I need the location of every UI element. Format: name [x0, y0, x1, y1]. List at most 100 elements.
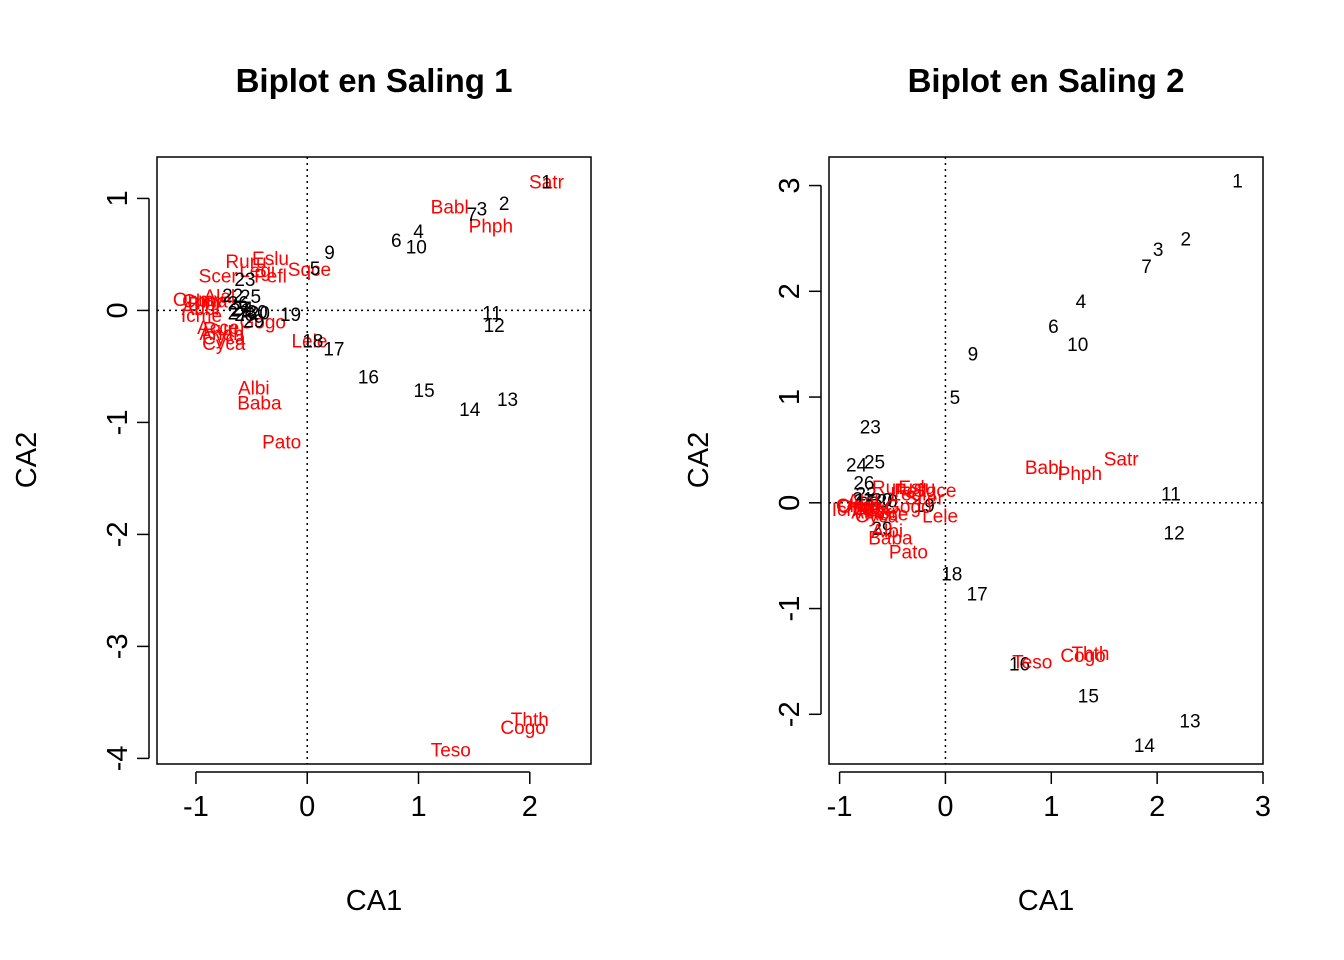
plot-title: Biplot en Saling 1 — [236, 62, 513, 99]
x-tick-label: 1 — [1043, 791, 1059, 823]
x-tick-label: 0 — [299, 791, 315, 823]
point-label: 17 — [323, 340, 344, 361]
x-tick-label: 1 — [410, 791, 426, 823]
point-label: Baba — [237, 393, 282, 414]
point-label: Babl — [1025, 458, 1063, 479]
point-label: Cyca — [202, 334, 246, 355]
point-label: 1 — [1232, 171, 1243, 192]
point-label: 4 — [413, 222, 424, 243]
point-label: Baba — [868, 529, 913, 550]
point-label: 10 — [1067, 335, 1088, 356]
y-tick-label: -2 — [102, 522, 134, 548]
point-label: 22 — [855, 484, 876, 505]
point-label: 7 — [1141, 257, 1152, 278]
y-axis: -4 -3 -2 -1 0 1 — [102, 190, 150, 772]
point-label: 5 — [950, 388, 961, 409]
point-label: 29 — [243, 312, 264, 333]
point-label: 30 — [247, 303, 268, 324]
point-label: Chna — [836, 496, 882, 517]
point-label: 27 — [228, 304, 249, 325]
y-tick-label: -3 — [102, 634, 134, 660]
point-label: 3 — [477, 200, 488, 221]
point-label: Cogo — [500, 718, 545, 739]
point-label: 2 — [1180, 229, 1191, 250]
y-tick-label: -1 — [102, 410, 134, 436]
point-label: 3 — [1153, 240, 1164, 261]
point-label: 11 — [482, 304, 502, 325]
y-tick-label: 0 — [774, 495, 806, 511]
y-tick-label: -4 — [102, 746, 134, 772]
point-label: 6 — [391, 231, 402, 252]
point-label: Satr — [1104, 449, 1140, 470]
plot-title: Biplot en Saling 2 — [908, 62, 1185, 99]
point-label: Sqce — [288, 260, 331, 281]
x-tick-label: -1 — [183, 791, 209, 823]
point-label: Lele — [922, 506, 958, 527]
y-tick-label: 3 — [774, 177, 806, 193]
y-axis-label: CA2 — [683, 432, 715, 488]
point-label: Icme — [832, 500, 873, 521]
point-label: Eslu — [898, 478, 935, 499]
point-label: Icme — [181, 306, 222, 327]
point-label: Cyca — [855, 506, 899, 527]
point-label: Scer — [905, 489, 945, 510]
point-label: 17 — [967, 585, 988, 606]
point-label: 21 — [852, 490, 873, 511]
point-label: 24 — [232, 299, 254, 320]
point-label: 11 — [1161, 484, 1181, 505]
point-label: Cyca — [202, 328, 246, 349]
point-label: Satr — [529, 173, 565, 194]
x-axis-label: CA1 — [346, 885, 402, 917]
y-tick-label: 0 — [102, 302, 134, 318]
point-label: Abbr — [181, 299, 222, 320]
point-label: 7 — [467, 205, 478, 226]
x-tick-label: -1 — [827, 791, 853, 823]
x-tick-label: 2 — [522, 791, 538, 823]
point-label: 14 — [1134, 736, 1156, 757]
point-label: 30 — [871, 491, 892, 512]
point-label: 23 — [234, 270, 255, 291]
x-tick-label: 2 — [1149, 791, 1165, 823]
y-tick-label: 2 — [774, 283, 806, 299]
point-label: Onmy — [838, 497, 889, 518]
point-label: 22 — [222, 286, 243, 307]
point-label: Thth — [1071, 644, 1109, 665]
point-label: Legi — [890, 484, 926, 505]
point-label: Sqce — [913, 481, 956, 502]
point-label: 18 — [302, 332, 323, 353]
point-label: Ruru — [872, 478, 913, 499]
point-label: 27 — [853, 492, 874, 513]
point-label: 23 — [860, 418, 881, 439]
point-label: Acce — [197, 318, 239, 339]
point-label: 15 — [1078, 686, 1099, 707]
point-label: 28 — [859, 494, 880, 515]
point-label: Lele — [291, 332, 327, 353]
point-label: 14 — [459, 400, 481, 421]
point-label: Thth — [511, 710, 549, 731]
y-tick-label: -2 — [774, 701, 806, 727]
point-label: Cogo — [1060, 646, 1105, 667]
point-label: 20 — [877, 492, 898, 513]
point-label: Acce — [866, 504, 908, 525]
point-label: 24 — [846, 456, 868, 477]
reference-lines — [829, 157, 1263, 764]
point-label: 26 — [228, 294, 249, 315]
point-label: 19 — [280, 305, 301, 326]
point-label: Pefl — [254, 267, 287, 288]
point-label: 2 — [499, 194, 510, 215]
point-label: Phph — [469, 216, 513, 237]
point-label: Phph — [1058, 464, 1102, 485]
point-label: Chna — [182, 291, 228, 312]
point-label: 29 — [871, 519, 892, 540]
point-label: 13 — [1179, 712, 1200, 733]
point-label: 4 — [1076, 292, 1087, 313]
point-label: Ruru — [225, 252, 266, 273]
point-label: 5 — [310, 259, 321, 280]
point-label: Legi — [239, 261, 275, 282]
point-label: 6 — [1048, 317, 1059, 338]
point-label: 21 — [230, 300, 251, 321]
y-axis-label: CA2 — [11, 432, 43, 488]
